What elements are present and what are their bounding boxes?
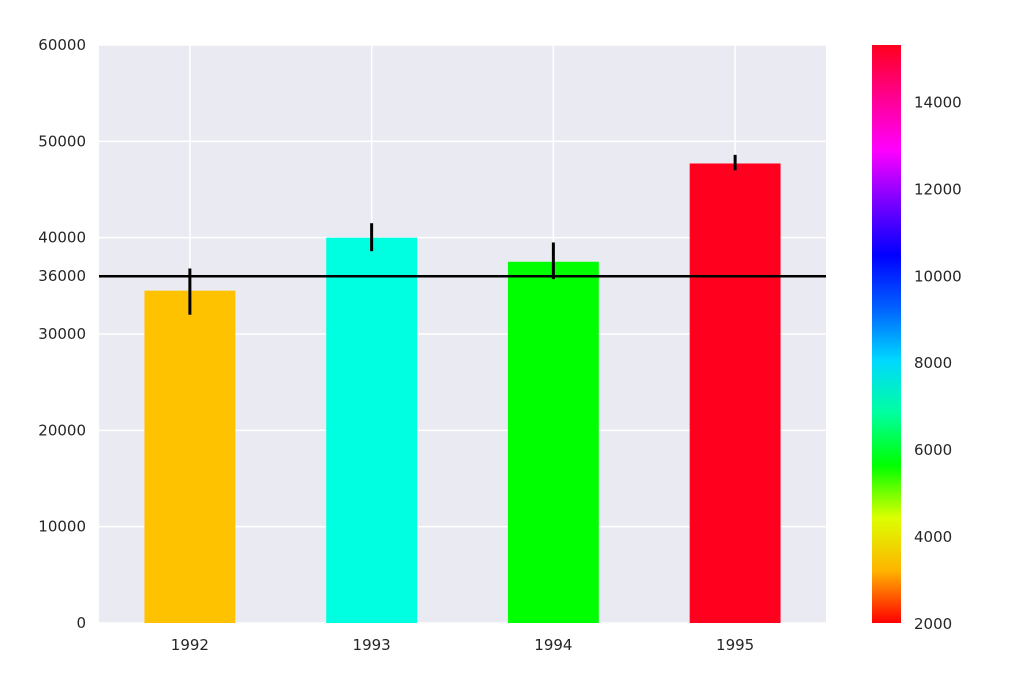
colorbar-tick-label: 4000 — [914, 528, 952, 546]
colorbar-gradient — [872, 45, 901, 623]
colorbar-tick-label: 6000 — [914, 441, 952, 459]
y-tick-label: 40000 — [38, 229, 86, 247]
x-tick-label: 1992 — [171, 636, 209, 654]
x-tick-labels: 1992 1993 1994 1995 — [171, 636, 754, 654]
colorbar-tick-label: 12000 — [914, 180, 962, 198]
x-tick-label: 1994 — [534, 636, 572, 654]
y-tick-label: 20000 — [38, 421, 86, 439]
y-tick-label: 50000 — [38, 132, 86, 150]
x-tick-label: 1993 — [353, 636, 391, 654]
bar-1994 — [507, 261, 599, 623]
colorbar-tick-label: 14000 — [914, 93, 962, 111]
y-tick-label: 36000 — [38, 267, 86, 285]
colorbar: 2000 4000 6000 8000 10000 12000 14000 — [872, 45, 962, 633]
colorbar-tick-label: 8000 — [914, 354, 952, 372]
bar-1993 — [326, 237, 418, 623]
y-tick-label: 10000 — [38, 518, 86, 536]
y-tick-label: 60000 — [38, 36, 86, 54]
bar-1995 — [689, 163, 781, 624]
y-tick-label: 0 — [76, 614, 86, 632]
colorbar-tick-label: 10000 — [914, 267, 962, 285]
error-bars — [188, 154, 737, 315]
y-tick-labels: 0 10000 20000 30000 36000 40000 50000 60000 — [38, 36, 86, 632]
x-tick-label: 1995 — [716, 636, 754, 654]
y-tick-label: 30000 — [38, 325, 86, 343]
bars — [144, 163, 781, 624]
colorbar-tick-label: 2000 — [914, 615, 952, 633]
bar-1992 — [144, 290, 236, 623]
